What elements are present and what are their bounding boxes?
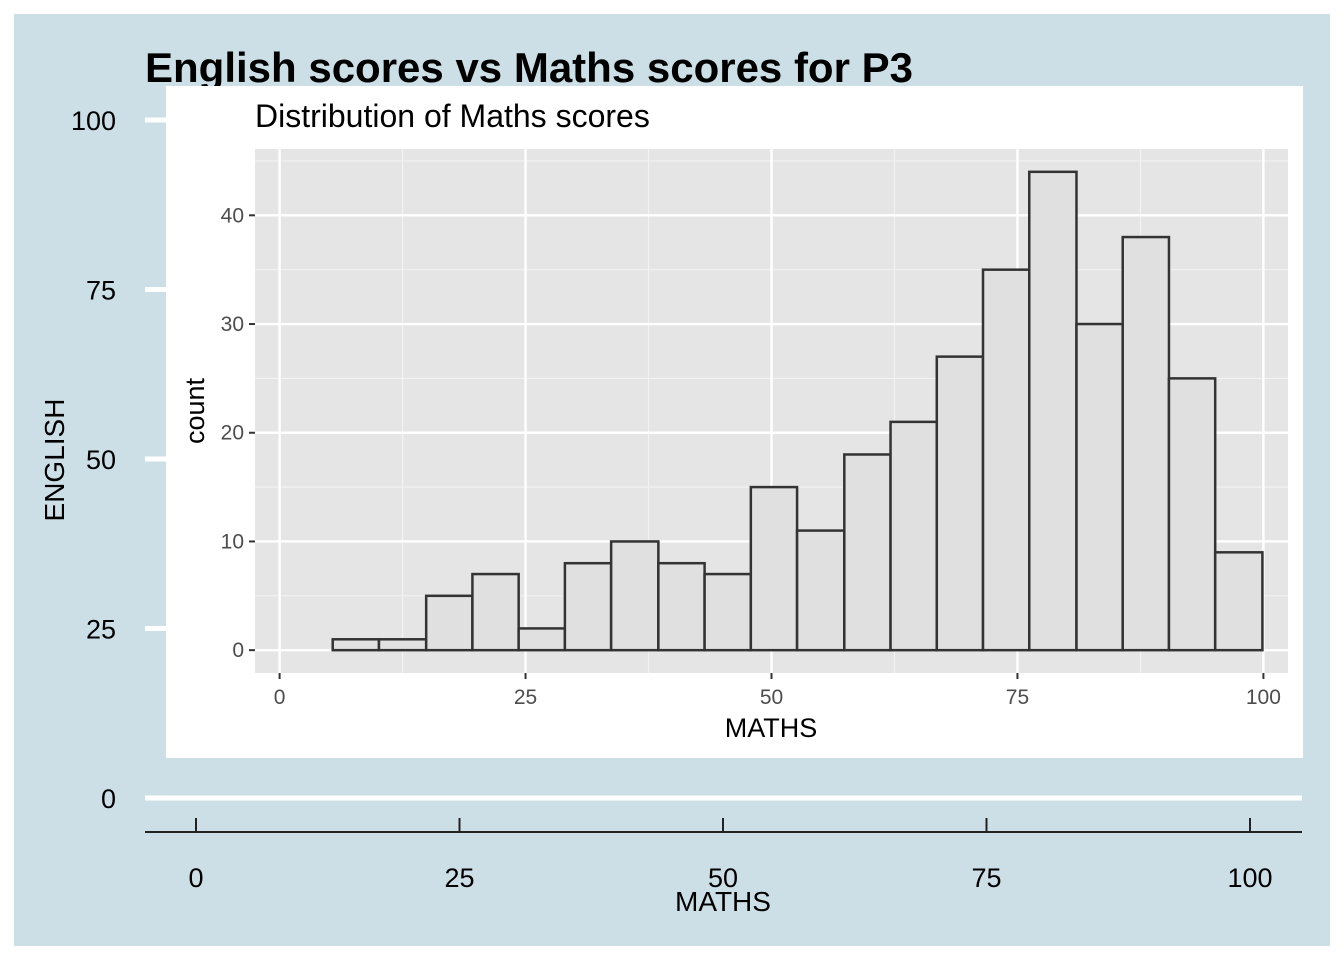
histogram-bar — [609, 540, 660, 652]
histogram-y-tick-label: 40 — [221, 204, 244, 227]
histogram-bar — [843, 453, 892, 652]
histogram-bar — [471, 572, 520, 652]
outer-y-tick-label: 0 — [101, 784, 116, 814]
histogram-bar — [1028, 170, 1078, 652]
histogram-bar — [749, 485, 799, 652]
histogram-bar — [657, 561, 706, 652]
outer-x-tick-label: 25 — [444, 863, 474, 893]
histogram-bar — [563, 561, 613, 652]
histogram-x-tick-label: 75 — [1006, 686, 1029, 709]
histogram-bar — [1121, 235, 1171, 652]
histogram-bar — [377, 638, 428, 652]
histogram-y-tick-label: 10 — [221, 530, 244, 553]
outer-x-tick-label: 50 — [708, 863, 738, 893]
histogram-title: Distribution of Maths scores — [255, 98, 650, 134]
histogram-bar — [889, 420, 939, 652]
histogram-bar — [1167, 377, 1217, 652]
outer-x-axis-title: MATHS — [675, 886, 771, 917]
histogram-bar — [703, 572, 753, 652]
outer-x-tick-label: 75 — [971, 863, 1001, 893]
chart-title: English scores vs Maths scores for P3 — [145, 44, 913, 91]
histogram-x-ticks: 0 25 50 75 100 — [274, 673, 1281, 709]
outer-y-tick-label: 100 — [71, 106, 116, 136]
histogram-x-tick-label: 50 — [760, 686, 783, 709]
outer-y-ticks: 0 25 50 75 100 — [71, 106, 116, 814]
histogram-x-tick-label: 0 — [274, 686, 286, 709]
histogram-bars — [331, 170, 1264, 652]
outer-x-tick-label: 0 — [188, 863, 203, 893]
inset-histogram: 0 25 50 75 100 0 10 20 30 40 Distribution of Mat… — [166, 86, 1303, 758]
histogram-bar — [935, 355, 985, 652]
outer-y-axis-title: ENGLISH — [39, 399, 70, 522]
histogram-x-tick-label: 25 — [514, 686, 537, 709]
histogram-bar — [424, 594, 474, 652]
histogram-bar — [795, 529, 846, 652]
histogram-y-axis-title: count — [180, 377, 210, 444]
histogram-y-ticks: 0 10 20 30 40 — [221, 204, 255, 662]
outer-x-ticks: 0 25 50 75 100 — [188, 818, 1273, 893]
histogram-x-tick-label: 100 — [1246, 686, 1281, 709]
histogram-y-tick-label: 0 — [232, 639, 244, 662]
histogram-bar — [1075, 322, 1124, 652]
histogram-bar — [981, 268, 1031, 652]
histogram-x-axis-title: MATHS — [725, 713, 818, 743]
outer-y-tick-label: 75 — [86, 276, 116, 306]
histogram-y-tick-label: 20 — [221, 422, 244, 445]
outer-x-tick-label: 100 — [1227, 863, 1272, 893]
histogram-y-tick-label: 30 — [221, 313, 244, 336]
outer-y-tick-label: 25 — [86, 615, 116, 645]
histogram-bar — [517, 627, 567, 652]
outer-y-tick-label: 50 — [86, 445, 116, 475]
histogram-bar — [331, 638, 381, 652]
histogram-bar — [1213, 551, 1264, 652]
